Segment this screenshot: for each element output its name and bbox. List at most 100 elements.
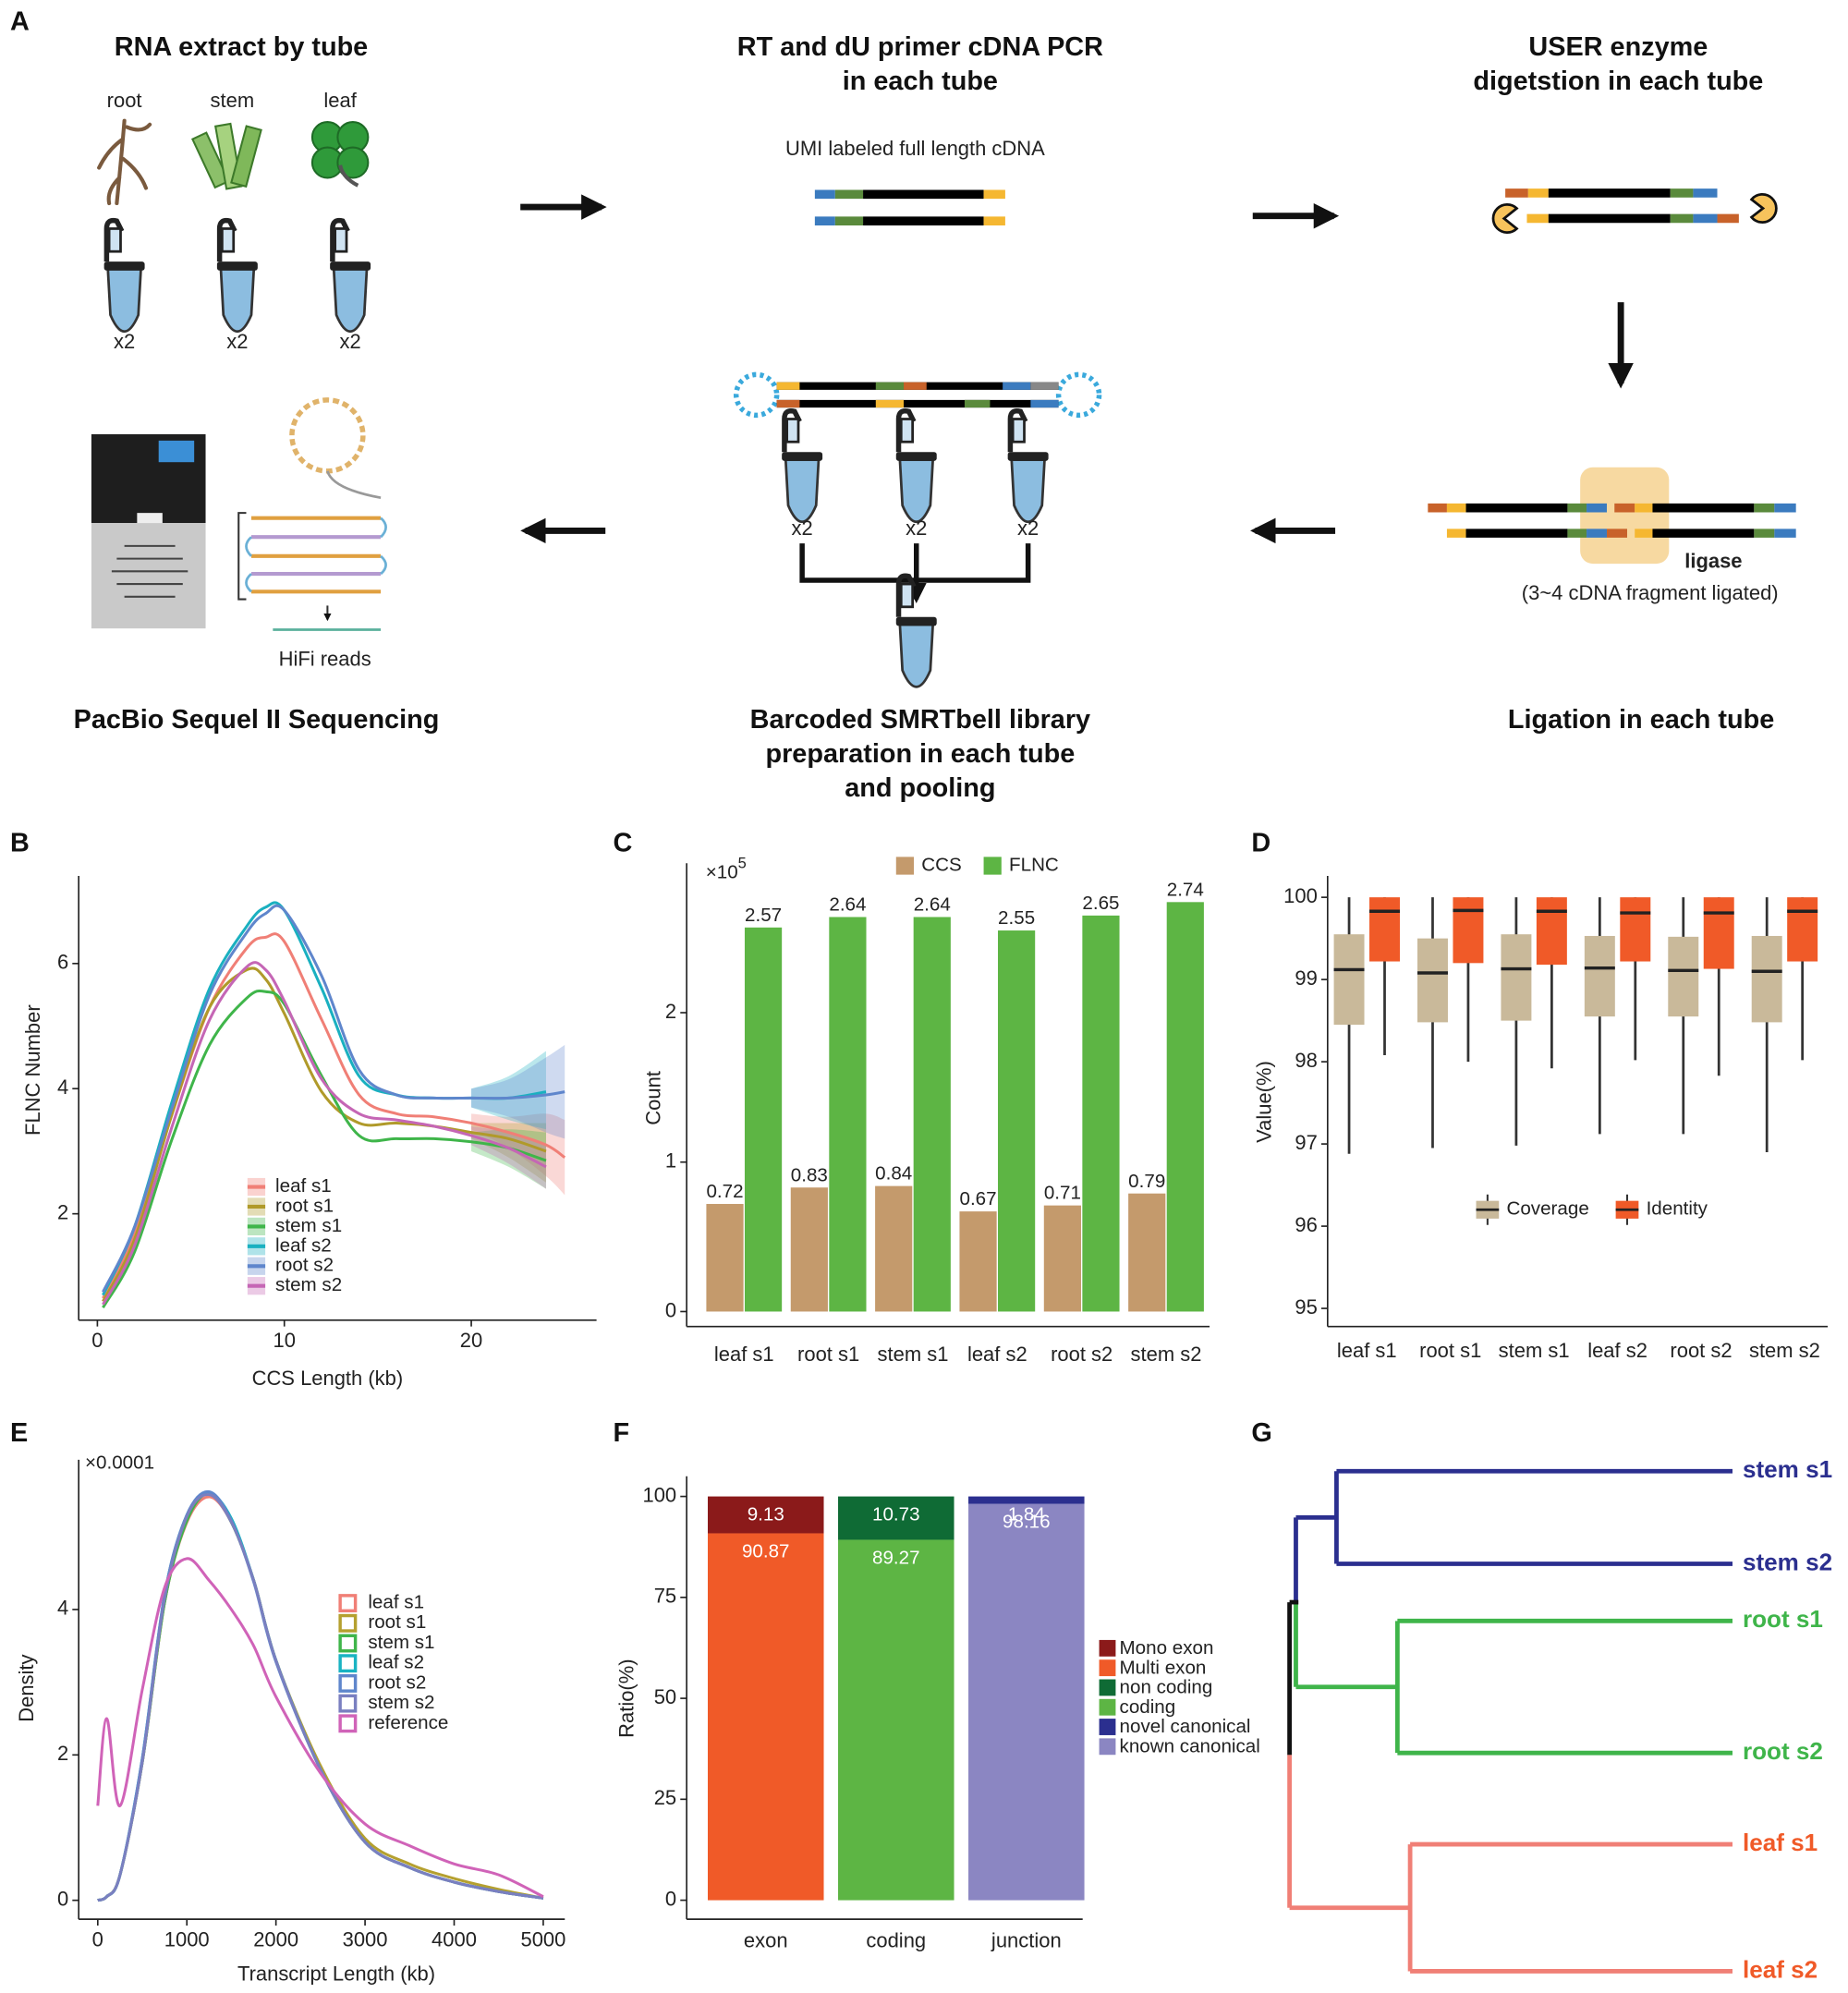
workflow: RNA extract by tube root stem leaf x2 x2… (74, 32, 1796, 803)
pooling-lines (799, 543, 1031, 603)
step-title: Barcoded SMRTbell library (750, 705, 1090, 735)
step-title: preparation in each tube (765, 739, 1075, 769)
arrows (520, 194, 1634, 544)
panel-label: F (613, 1418, 629, 1448)
legend-label: root s2 (368, 1671, 426, 1693)
value-label: 9.13 (748, 1504, 784, 1525)
root-icon (97, 118, 152, 206)
leaf-label: stem s2 (1743, 1548, 1832, 1575)
legend-swatch (895, 857, 915, 875)
bar (790, 1187, 828, 1312)
panel-label: D (1251, 828, 1270, 857)
legend-label: known canonical (1120, 1735, 1260, 1756)
y-tick-label: 2 (57, 1200, 68, 1223)
y-tick-label: 98 (1295, 1049, 1317, 1072)
x-tick-label: stem s1 (1499, 1339, 1570, 1362)
bar (1128, 1193, 1166, 1312)
x-tick-label: exon (744, 1929, 788, 1952)
y-tick-label: 2 (665, 1000, 676, 1023)
chart-bar: 0 1 2 Count ×105 leaf s1 root s1 stem s1 leaf s2… (642, 854, 1210, 1366)
box (1751, 935, 1782, 1023)
x-axis-label: Transcript Length (kb) (237, 1962, 435, 1985)
ligated-strands (1428, 467, 1796, 565)
y-tick-label: 50 (654, 1685, 676, 1708)
x-tick-label: 2000 (253, 1927, 298, 1950)
bar (829, 917, 867, 1312)
y-tick-label: 96 (1295, 1213, 1317, 1236)
bar-segment (968, 1496, 1085, 1504)
box (1416, 938, 1448, 1023)
x-tick-label: 0 (92, 1927, 103, 1950)
legend-swatch (338, 1694, 358, 1713)
bar-segment (707, 1496, 824, 1534)
data-line (102, 966, 547, 1303)
leaf-label: root s2 (1743, 1737, 1823, 1765)
box (1703, 897, 1734, 969)
legend-label: novel canonical (1120, 1716, 1251, 1737)
chart-line: 2 4 6 0 10 20 CCS Length (kb) FLNC Number leaf s… (21, 876, 597, 1390)
legend-swatch (1099, 1679, 1116, 1696)
x-tick-label: 10 (274, 1329, 296, 1352)
step-title: in each tube (843, 67, 998, 96)
bar (1043, 1205, 1081, 1312)
chart-dendrogram: stem s1 stem s2 root s1 root s2 leaf s1 leaf … (1287, 1455, 1832, 1983)
legend-swatch (1099, 1639, 1116, 1657)
bar (959, 1211, 997, 1312)
legend-swatch (338, 1613, 358, 1633)
value-label: 2.57 (745, 905, 782, 926)
data-line (97, 1493, 544, 1902)
data-line (97, 1491, 544, 1902)
x-tick-label: 1000 (164, 1927, 210, 1950)
legend-swatch (338, 1594, 358, 1613)
tube-icon (217, 221, 258, 332)
value-label: 2.74 (1167, 879, 1204, 900)
x-tick-label: leaf s1 (714, 1343, 774, 1366)
legend-label: stem s2 (275, 1274, 342, 1295)
step-title: USER enzyme (1528, 32, 1708, 62)
value-label: 0.84 (875, 1163, 912, 1185)
x-tick-label: coding (866, 1929, 926, 1952)
legend-label: Coverage (1506, 1198, 1588, 1220)
x-tick-label: stem s1 (878, 1343, 949, 1366)
legend-label: stem s1 (275, 1215, 342, 1236)
cdna-strands (814, 189, 1005, 226)
data-line (97, 1495, 544, 1902)
value-label: 0.72 (706, 1181, 743, 1202)
multiplier-base: ×10 (706, 862, 738, 883)
legend-label: leaf s1 (368, 1592, 424, 1613)
legend-label: Identity (1647, 1198, 1708, 1220)
x-tick-label: 3000 (343, 1927, 388, 1950)
panel-label: G (1251, 1418, 1271, 1448)
box (1668, 936, 1699, 1017)
chart-stacked_bar: 0 25 50 75 100 Ratio(%) exon coding junction 90.8… (615, 1476, 1260, 1952)
panel-label: C (613, 828, 632, 857)
value-label: 1.84 (1008, 1504, 1045, 1525)
legend-label: coding (1120, 1696, 1176, 1718)
data-line (97, 1489, 544, 1902)
x-tick-label: leaf s1 (1337, 1339, 1397, 1362)
tube-icon (782, 411, 822, 522)
tissue-label: root (107, 89, 142, 112)
y-tick-label: 99 (1295, 966, 1317, 990)
tissue-label: stem (211, 89, 255, 112)
y-tick-label: 0 (57, 1887, 68, 1910)
step-title: RT and dU primer cDNA PCR (737, 32, 1103, 62)
x-tick-label: 5000 (520, 1927, 565, 1950)
tube-icon (896, 411, 937, 522)
legend-label: leaf s2 (368, 1652, 424, 1673)
y-tick-label: 95 (1295, 1295, 1317, 1319)
x-tick-label: 20 (460, 1329, 482, 1352)
leaf-label: stem s1 (1743, 1455, 1832, 1483)
y-axis-label: Ratio(%) (615, 1659, 638, 1737)
legend-label: root s2 (275, 1255, 334, 1276)
tube-icon (1008, 411, 1049, 522)
leaf-label: leaf s1 (1743, 1829, 1818, 1856)
legend-label: CCS (921, 854, 961, 875)
leaf-label: root s1 (1743, 1605, 1823, 1633)
legend-label: leaf s2 (275, 1234, 332, 1256)
y-axis-label: Count (642, 1071, 665, 1125)
panel-label: E (10, 1418, 28, 1448)
data-line (102, 961, 547, 1306)
bar (998, 930, 1036, 1312)
value-label: 89.27 (872, 1548, 920, 1569)
